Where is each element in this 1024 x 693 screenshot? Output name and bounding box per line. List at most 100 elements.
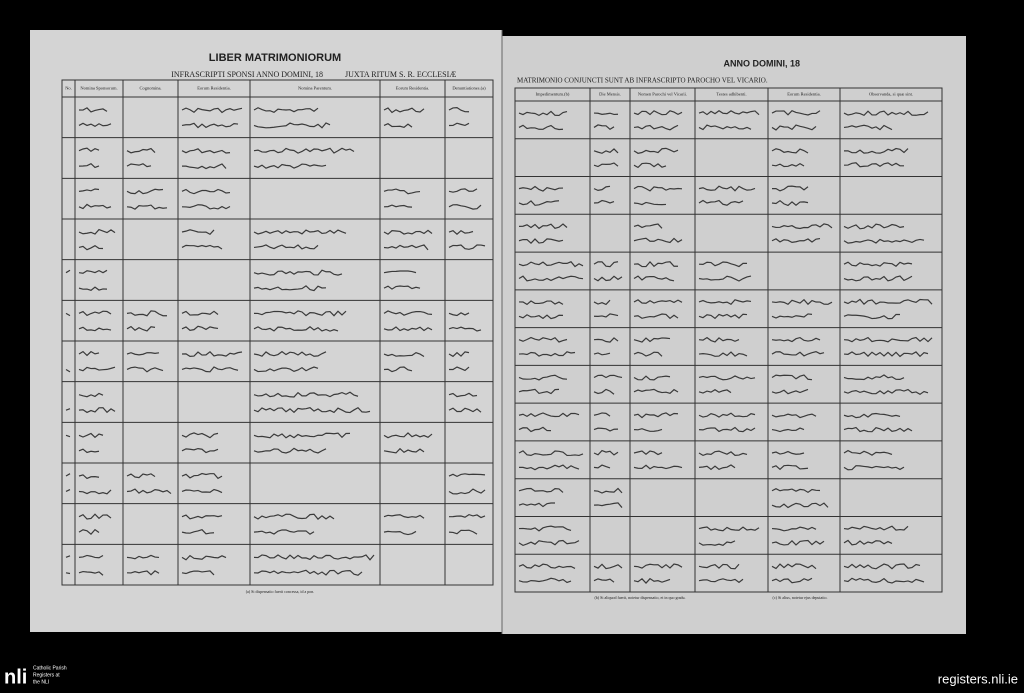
handwriting — [771, 488, 821, 494]
handwriting — [593, 449, 619, 456]
handwriting — [593, 313, 619, 318]
handwriting — [448, 107, 470, 113]
handwriting — [633, 412, 679, 419]
handwriting — [78, 228, 116, 235]
handwriting — [771, 427, 805, 433]
handwriting — [593, 148, 619, 154]
handwriting — [518, 487, 564, 493]
handwriting — [253, 432, 351, 439]
handwriting — [843, 223, 905, 230]
handwriting — [771, 199, 809, 207]
handwriting — [253, 285, 327, 292]
handwriting — [633, 464, 683, 470]
handwriting — [448, 366, 470, 372]
handwriting — [126, 352, 160, 356]
left-heading: INFRASCRIPTI SPONSI ANNO DOMINI, 18 — [171, 70, 323, 79]
handwriting — [518, 351, 576, 357]
handwriting — [518, 502, 556, 508]
handwriting — [448, 188, 478, 193]
handwriting — [78, 350, 100, 357]
table-frame — [514, 87, 943, 593]
handwriting — [771, 526, 817, 532]
handwriting — [518, 426, 552, 433]
handwriting — [843, 388, 929, 396]
logo: nli — [4, 666, 27, 688]
handwriting — [843, 110, 929, 117]
handwriting — [253, 554, 375, 561]
handwriting — [448, 529, 478, 535]
handwriting — [383, 229, 433, 235]
handwriting — [518, 525, 572, 532]
handwriting — [78, 107, 108, 113]
handwriting — [843, 124, 893, 131]
handwriting — [383, 352, 425, 357]
handwriting — [253, 229, 347, 235]
handwriting — [771, 351, 825, 357]
handwriting — [181, 229, 215, 235]
handwriting — [383, 188, 421, 195]
handwriting — [65, 312, 71, 317]
handwriting — [698, 124, 752, 131]
handwriting — [771, 110, 821, 116]
handwriting — [771, 148, 809, 154]
handwriting — [633, 275, 675, 282]
column-header: Nomina Parentum. — [298, 86, 332, 91]
handwriting — [698, 375, 756, 381]
handwriting — [383, 244, 429, 251]
handwriting — [126, 488, 172, 495]
handwriting — [383, 310, 433, 316]
handwriting — [253, 391, 359, 398]
handwriting — [78, 392, 104, 398]
handwriting — [448, 407, 482, 413]
handwriting — [253, 326, 339, 332]
handwriting — [771, 450, 805, 455]
handwriting — [78, 269, 108, 274]
handwriting — [181, 310, 219, 316]
handwriting — [843, 261, 913, 267]
handwriting — [698, 388, 732, 394]
handwriting — [253, 529, 315, 535]
handwriting — [633, 563, 683, 569]
handwriting — [518, 412, 580, 418]
handwriting — [253, 310, 347, 317]
handwriting — [448, 326, 482, 332]
handwriting — [633, 110, 683, 116]
handwriting — [181, 122, 239, 129]
handwriting — [253, 163, 327, 169]
handwriting — [633, 260, 679, 268]
handwriting — [448, 473, 486, 478]
handwriting — [78, 554, 104, 559]
handwriting — [633, 299, 683, 304]
handwriting — [383, 514, 425, 519]
column-header: Eorum Residentia. — [787, 92, 821, 97]
handwriting — [448, 351, 470, 358]
url: registers.nli.ie — [938, 671, 1018, 686]
handwriting — [698, 199, 744, 206]
handwriting — [593, 162, 619, 168]
handwriting — [633, 124, 679, 131]
handwriting — [518, 314, 564, 320]
column-header: Observanda, si quæ sint. — [869, 92, 913, 98]
handwriting — [633, 185, 683, 192]
handwriting — [65, 434, 71, 438]
handwriting — [448, 312, 470, 317]
handwriting — [771, 413, 817, 419]
handwriting — [698, 578, 744, 584]
handwriting — [771, 124, 817, 131]
handwriting — [518, 238, 564, 244]
handwriting — [181, 554, 227, 561]
handwriting — [383, 123, 413, 128]
handwriting — [181, 529, 215, 535]
handwriting — [78, 286, 108, 292]
column-header: Eorum Residentia. — [197, 86, 231, 91]
handwriting — [633, 351, 663, 357]
left-heading-2: JUXTA RITUM S. R. ECCLESIÆ — [345, 70, 456, 79]
handwriting — [78, 513, 112, 520]
handwriting — [593, 388, 615, 395]
handwriting — [181, 148, 231, 154]
right-footnote-c: (c) Si alius, notetur ejus deputatio. — [773, 595, 828, 601]
handwriting — [78, 188, 100, 192]
right-footnote-b: (b) Si aliquod fuerit, notetur dispensat… — [594, 595, 685, 601]
handwriting — [698, 540, 736, 547]
handwriting — [771, 464, 809, 471]
